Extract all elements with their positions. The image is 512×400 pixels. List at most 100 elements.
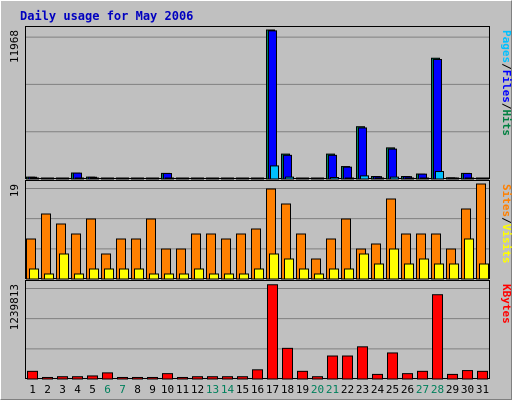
bar-sites-day-16 (254, 268, 264, 280)
bar-kbytes-day-20 (312, 376, 323, 380)
x-tick-label: 27 (416, 383, 429, 396)
bar-pages-day-29 (450, 177, 459, 180)
bar-kbytes-day-26 (402, 373, 413, 380)
bar-kbytes-day-28 (432, 294, 443, 380)
bar-files-day-22 (343, 166, 352, 180)
bar-pages-day-21 (330, 177, 339, 180)
bar-kbytes-day-31 (477, 370, 488, 380)
bar-sites-day-24 (374, 263, 384, 280)
bar-pages-day-2 (45, 177, 54, 180)
panel-bg (25, 26, 490, 179)
bar-sites-day-10 (164, 273, 174, 280)
bar-pages-day-4 (75, 177, 84, 180)
legend: Pages/Files/Hits (500, 30, 512, 136)
bar-sites-day-9 (149, 273, 159, 280)
x-tick-label: 28 (431, 383, 444, 396)
bar-kbytes-day-23 (357, 346, 368, 380)
x-tick-label: 22 (341, 383, 354, 396)
bar-sites-day-20 (314, 273, 324, 280)
bar-pages-day-28 (435, 171, 444, 180)
chart-title: Daily usage for May 2006 (20, 9, 194, 23)
bar-files-day-23 (358, 127, 367, 180)
x-tick-label: 11 (176, 383, 189, 396)
bar-kbytes-day-1 (27, 370, 38, 380)
legend-entry: Sites (500, 184, 512, 217)
bar-files-day-18 (283, 154, 292, 180)
bar-visits-day-13 (206, 233, 216, 280)
bar-pages-day-23 (360, 175, 369, 180)
bar-sites-day-26 (404, 263, 414, 280)
legend-entry: Hits (500, 110, 512, 137)
bar-visits-day-15 (236, 233, 246, 280)
bar-pages-day-24 (375, 177, 384, 180)
bar-pages-day-6 (105, 177, 114, 180)
bar-sites-day-5 (89, 268, 99, 280)
bar-kbytes-day-22 (342, 355, 353, 380)
bar-sites-day-7 (119, 268, 129, 280)
bar-pages-day-30 (465, 177, 474, 180)
legend-entry: Visits (500, 224, 512, 264)
x-tick-label: 1 (29, 383, 36, 396)
bar-sites-day-12 (194, 268, 204, 280)
bar-kbytes-day-8 (132, 376, 143, 380)
bar-pages-day-12 (195, 177, 204, 180)
bar-pages-day-10 (165, 177, 174, 180)
bar-pages-day-14 (225, 177, 234, 180)
bar-pages-day-15 (240, 177, 249, 180)
bar-kbytes-day-6 (102, 372, 113, 380)
x-tick-label: 5 (89, 383, 96, 396)
bar-sites-day-23 (359, 253, 369, 280)
bar-sites-day-27 (419, 258, 429, 280)
bar-kbytes-day-2 (42, 376, 53, 380)
bar-sites-day-4 (74, 273, 84, 280)
bar-pages-day-25 (390, 176, 399, 180)
legend-entry: / (500, 217, 512, 224)
bar-files-day-28 (433, 58, 442, 180)
y-max-label: 11968 (8, 30, 21, 63)
bar-pages-day-5 (90, 177, 99, 180)
x-tick-label: 2 (44, 383, 51, 396)
bar-sites-day-25 (389, 248, 399, 280)
bar-sites-day-11 (179, 273, 189, 280)
x-tick-label: 20 (311, 383, 324, 396)
bar-kbytes-day-7 (117, 376, 128, 380)
bar-sites-day-22 (344, 268, 354, 280)
bar-visits-day-9 (146, 218, 156, 280)
x-tick-label: 13 (206, 383, 219, 396)
bar-kbytes-day-10 (162, 373, 173, 380)
bar-sites-day-14 (224, 273, 234, 280)
bar-kbytes-day-24 (372, 373, 383, 380)
bar-files-day-25 (388, 148, 397, 180)
legend-entry: / (500, 63, 512, 70)
bar-kbytes-day-18 (282, 347, 293, 380)
bar-kbytes-day-12 (192, 376, 203, 380)
bar-sites-day-17 (269, 253, 279, 280)
bar-pages-day-9 (150, 177, 159, 180)
bar-pages-day-27 (420, 177, 429, 180)
bar-pages-day-11 (180, 177, 189, 180)
bar-kbytes-day-27 (417, 370, 428, 380)
bar-sites-day-30 (464, 238, 474, 280)
x-tick-label: 9 (149, 383, 156, 396)
bar-kbytes-day-14 (222, 376, 233, 380)
x-tick-label: 3 (59, 383, 66, 396)
bar-pages-day-1 (30, 177, 39, 180)
bar-sites-day-18 (284, 258, 294, 280)
bar-pages-day-16 (255, 177, 264, 180)
x-tick-label: 12 (191, 383, 204, 396)
x-tick-label: 29 (446, 383, 459, 396)
x-tick-label: 25 (386, 383, 399, 396)
bar-pages-day-20 (315, 177, 324, 180)
legend: KBytes (500, 284, 512, 324)
legend: Sites/Visits (500, 184, 512, 264)
bar-kbytes-day-16 (252, 369, 263, 380)
x-tick-label: 23 (356, 383, 369, 396)
bar-kbytes-day-30 (462, 370, 473, 380)
x-tick-label: 26 (401, 383, 414, 396)
bar-kbytes-day-13 (207, 376, 218, 380)
x-tick-label: 30 (461, 383, 474, 396)
x-tick-label: 16 (251, 383, 264, 396)
bar-pages-day-18 (285, 176, 294, 180)
bar-sites-day-8 (134, 268, 144, 280)
bar-kbytes-day-15 (237, 376, 248, 380)
